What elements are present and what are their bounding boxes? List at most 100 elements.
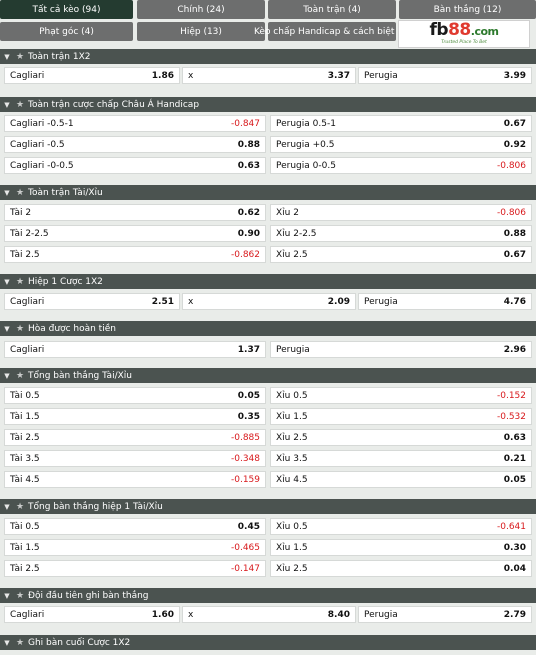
odds-cell[interactable]: Cagliari 2.51 [4,293,180,310]
odds-label: Perugia 0.5-1 [276,118,336,129]
odds-cell[interactable]: Tài 0.5 0.45 [4,518,266,535]
odds-cell[interactable]: Cagliari -0.5-1 -0.847 [4,115,266,132]
star-icon[interactable]: ★ [15,370,25,381]
star-icon[interactable]: ★ [15,276,25,287]
odds-value: 0.88 [503,228,526,239]
star-icon[interactable]: ★ [15,187,25,198]
odds-label: Tài 2.5 [10,432,40,443]
odds-cell[interactable]: Tài 2.5 -0.862 [4,246,266,263]
odds-cell[interactable]: Perugia 2.96 [270,341,532,358]
chevron-down-icon[interactable]: ▼ [4,52,10,61]
odds-label: Tài 3.5 [10,453,40,464]
chevron-down-icon[interactable]: ▼ [4,638,10,647]
section-title: Hiệp 1 Cược 1X2 [28,276,103,287]
odds-cell[interactable]: Tài 2-2.5 0.90 [4,225,266,242]
odds-cell[interactable]: Tài 0.5 0.05 [4,387,266,404]
odds-label: Xỉu 2-2.5 [276,228,317,239]
odds-cell[interactable]: Xỉu 0.5 -0.152 [270,387,532,404]
logo-wordmark: fb88.com [430,22,499,40]
tab-2[interactable]: Toàn trận (4) [268,0,396,19]
section-header[interactable]: ▼ ★ Hòa được hoàn tiền [0,321,536,336]
chevron-down-icon[interactable]: ▼ [4,591,10,600]
odds-cell[interactable]: Tài 1.5 -0.465 [4,539,266,556]
odds-label: Xỉu 1.5 [276,542,308,553]
odds-cell[interactable]: Perugia 2.79 [358,606,532,623]
odds-value: 2.09 [327,296,350,307]
section-header[interactable]: ▼ ★ Tổng bàn thắng hiệp 1 Tài/Xỉu [0,499,536,514]
odds-cell[interactable]: Cagliari 1.37 [4,341,266,358]
section-header[interactable]: ▼ ★ Toàn trận 1X2 [0,49,536,64]
logo-fb: fb [429,20,449,40]
star-icon[interactable]: ★ [15,501,25,512]
section-header[interactable]: ▼ ★ Ghi bàn cuối Cược 1X2 [0,635,536,650]
chevron-down-icon[interactable]: ▼ [4,100,10,109]
odds-cell[interactable]: Xỉu 4.5 0.05 [270,471,532,488]
odds-cell[interactable]: Tài 4.5 -0.159 [4,471,266,488]
chevron-down-icon[interactable]: ▼ [4,324,10,333]
odds-value: 0.35 [237,411,260,422]
odds-label: Xỉu 3.5 [276,453,308,464]
odds-value: 1.37 [237,344,260,355]
section-header[interactable]: ▼ ★ Tổng bàn thắng Tài/Xỉu [0,368,536,383]
star-icon[interactable]: ★ [15,51,25,62]
odds-value: -0.348 [230,453,260,464]
odds-value: -0.885 [230,432,260,443]
odds-cell[interactable]: Xỉu 1.5 0.30 [270,539,532,556]
star-icon[interactable]: ★ [15,323,25,334]
section-title: Hòa được hoàn tiền [28,323,116,334]
odds-cell[interactable]: Tài 2.5 -0.147 [4,560,266,577]
odds-label: Tài 1.5 [10,411,40,422]
star-icon[interactable]: ★ [15,637,25,648]
star-icon[interactable]: ★ [15,590,25,601]
odds-cell[interactable]: Xỉu 2.5 0.67 [270,246,532,263]
star-icon[interactable]: ★ [15,99,25,110]
odds-cell[interactable]: Perugia +0.5 0.92 [270,136,532,153]
odds-cell[interactable]: Perugia 0.5-1 0.67 [270,115,532,132]
chevron-down-icon[interactable]: ▼ [4,502,10,511]
odds-label: Perugia [276,344,310,355]
chevron-down-icon[interactable]: ▼ [4,277,10,286]
section-header[interactable]: ▼ ★ Đội đầu tiên ghi bàn thắng [0,588,536,603]
odds-cell[interactable]: Perugia 0-0.5 -0.806 [270,157,532,174]
logo-com: .com [470,25,499,38]
odds-label: Tài 1.5 [10,542,40,553]
odds-cell[interactable]: Tài 1.5 0.35 [4,408,266,425]
odds-cell[interactable]: Xỉu 2.5 0.04 [270,560,532,577]
odds-cell[interactable]: Xỉu 0.5 -0.641 [270,518,532,535]
odds-cell[interactable]: Perugia 4.76 [358,293,532,310]
odds-cell[interactable]: Cagliari -0.5 0.88 [4,136,266,153]
chevron-down-icon[interactable]: ▼ [4,188,10,197]
odds-cell[interactable]: Xỉu 1.5 -0.532 [270,408,532,425]
section-title: Toàn trận cược chấp Châu Á Handicap [28,99,200,110]
odds-cell[interactable]: Cagliari 1.60 [4,606,180,623]
odds-cell[interactable]: Tài 2 0.62 [4,204,266,221]
odds-cell[interactable]: Perugia 3.99 [358,67,532,84]
odds-cell[interactable]: Cagliari -0-0.5 0.63 [4,157,266,174]
odds-value: 0.67 [503,249,526,260]
odds-cell[interactable]: Cagliari 1.86 [4,67,180,84]
odds-cell[interactable]: Tài 2.5 -0.885 [4,429,266,446]
tab-3[interactable]: Bàn thắng (12) [399,0,536,19]
tab-4[interactable]: Phạt góc (4) [0,22,133,41]
tab-0[interactable]: Tất cả kèo (94) [0,0,133,19]
odds-cell[interactable]: x 8.40 [182,606,356,623]
odds-label: Perugia 0-0.5 [276,160,336,171]
tab-5[interactable]: Hiệp (13) [137,22,265,41]
tab-6[interactable]: Kèo chấp Handicap & cách biệt (3) [254,22,410,41]
odds-value: 1.60 [151,609,174,620]
section-header[interactable]: ▼ ★ Toàn trận cược chấp Châu Á Handicap [0,97,536,112]
odds-cell[interactable]: Xỉu 2.5 0.63 [270,429,532,446]
odds-value: -0.641 [496,521,526,532]
odds-cell[interactable]: Tài 3.5 -0.348 [4,450,266,467]
tab-1[interactable]: Chính (24) [137,0,265,19]
odds-cell[interactable]: Xỉu 2 -0.806 [270,204,532,221]
chevron-down-icon[interactable]: ▼ [4,371,10,380]
section-header[interactable]: ▼ ★ Toàn trận Tài/Xỉu [0,185,536,200]
odds-cell[interactable]: x 2.09 [182,293,356,310]
odds-cell[interactable]: Xỉu 3.5 0.21 [270,450,532,467]
section-header[interactable]: ▼ ★ Hiệp 1 Cược 1X2 [0,274,536,289]
odds-value: 2.51 [151,296,174,307]
odds-cell[interactable]: Xỉu 2-2.5 0.88 [270,225,532,242]
odds-cell[interactable]: x 3.37 [182,67,356,84]
